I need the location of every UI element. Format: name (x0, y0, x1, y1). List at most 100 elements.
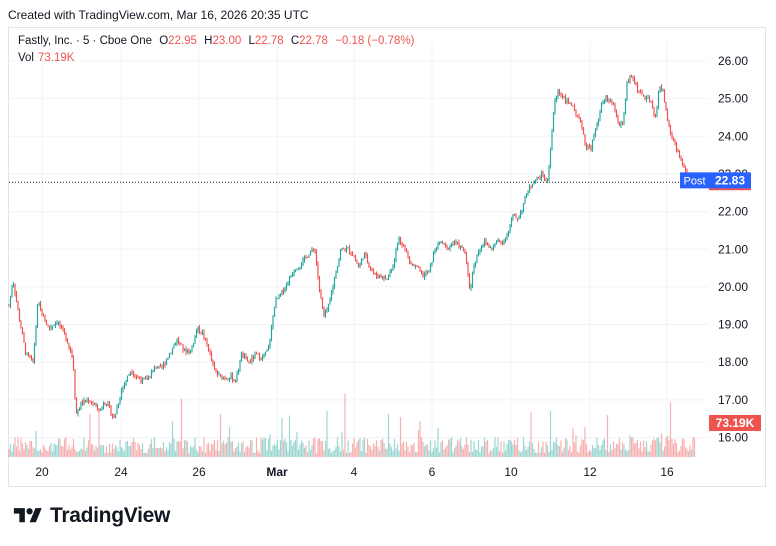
candle-body (174, 343, 177, 346)
candle-body (560, 93, 562, 95)
volume-bar (134, 441, 136, 457)
volume-bar (321, 441, 324, 457)
candle-body (51, 325, 54, 328)
volume-bar (687, 451, 690, 457)
symbol-title[interactable]: Fastly, Inc. · 5 · Cboe One (18, 35, 153, 47)
volume-value-badge (709, 415, 761, 431)
candle-body (414, 265, 417, 267)
candle-body (359, 264, 361, 268)
candle-body (572, 105, 574, 107)
volume-bar (551, 449, 553, 457)
candle-body (60, 326, 63, 328)
volume-bar (300, 440, 303, 457)
volume-bar (510, 441, 513, 457)
candle-body (209, 350, 211, 354)
volume-bar (248, 447, 250, 457)
volume-bar (365, 452, 367, 457)
volume-bar (35, 431, 37, 457)
volume-bar (243, 451, 246, 457)
candle-body (119, 398, 121, 404)
volume-bar (353, 438, 355, 457)
volume-bar (539, 452, 541, 457)
candle-body (288, 276, 291, 284)
candle-body (425, 272, 427, 275)
candle-body (194, 335, 196, 344)
volume-bar (650, 444, 652, 457)
open-value: 22.95 (168, 35, 197, 47)
candle-body (387, 276, 390, 279)
time-tick-label: 26 (192, 465, 206, 479)
volume-bar (615, 443, 618, 457)
volume-bar (384, 448, 387, 457)
candle-body (611, 101, 613, 105)
volume-bar (303, 447, 306, 457)
volume-bar (597, 444, 600, 457)
candle-body (518, 216, 520, 220)
candle-body (435, 249, 438, 251)
volume-bar (410, 445, 412, 457)
volume-bar (302, 442, 304, 457)
tradingview-brand[interactable]: TradingView (12, 504, 170, 528)
volume-bar (356, 442, 358, 457)
volume-bar (464, 444, 466, 457)
volume-bar (371, 449, 373, 457)
candle-body (432, 253, 435, 263)
low-value: 22.78 (254, 35, 284, 47)
time-tick-label: 10 (504, 465, 518, 479)
candle-body (228, 378, 231, 380)
candle-body (446, 245, 448, 248)
candle-body (120, 390, 123, 399)
candle-body (162, 363, 165, 368)
candle-body (135, 375, 138, 378)
candle-body (540, 172, 543, 180)
volume-bar (23, 449, 25, 457)
volume-bar (242, 441, 244, 457)
volume-bar (329, 448, 331, 457)
candle-body (486, 242, 489, 246)
candle-body (335, 273, 337, 278)
candle-body (92, 403, 94, 405)
candle-body (213, 364, 216, 369)
volume-bar (351, 443, 354, 457)
candle-body (671, 133, 673, 140)
volume-bar (588, 450, 591, 457)
volume-bar (392, 450, 394, 457)
volume-bar (599, 449, 601, 457)
volume-bar (335, 446, 337, 457)
candle-body (42, 315, 45, 317)
candle-body (513, 213, 516, 215)
volume-bar (14, 437, 16, 457)
volume-bar (657, 437, 660, 457)
candle-body (153, 367, 156, 370)
volume-bar (239, 451, 241, 457)
price-tick-label: 24.00 (718, 129, 748, 143)
candle-body (141, 377, 144, 383)
volume-bar (486, 439, 489, 457)
volume-bar (462, 449, 465, 457)
candle-body (488, 245, 490, 248)
candle-body (615, 111, 618, 118)
volume-bar (378, 450, 381, 457)
candle-body (63, 329, 66, 334)
candle-body (629, 76, 631, 83)
volume-bar (38, 450, 40, 457)
candle-body (221, 375, 223, 380)
tradingview-wordmark: TradingView (50, 504, 171, 527)
volume-bar (276, 439, 279, 457)
volume-bar (651, 440, 654, 457)
candle-body (65, 333, 67, 341)
candle-body (426, 272, 429, 274)
volume-bar (530, 412, 532, 457)
volume-bar (408, 452, 411, 457)
candle-body (536, 177, 538, 181)
candle-body (287, 283, 289, 285)
volume-bar (57, 438, 60, 457)
candle-body (461, 245, 463, 248)
candle-body (131, 371, 133, 374)
candle-body (459, 245, 462, 248)
volume-bar (347, 440, 349, 457)
volume-bar (677, 452, 679, 457)
candle-body (542, 172, 544, 175)
volume-bar (327, 448, 330, 457)
